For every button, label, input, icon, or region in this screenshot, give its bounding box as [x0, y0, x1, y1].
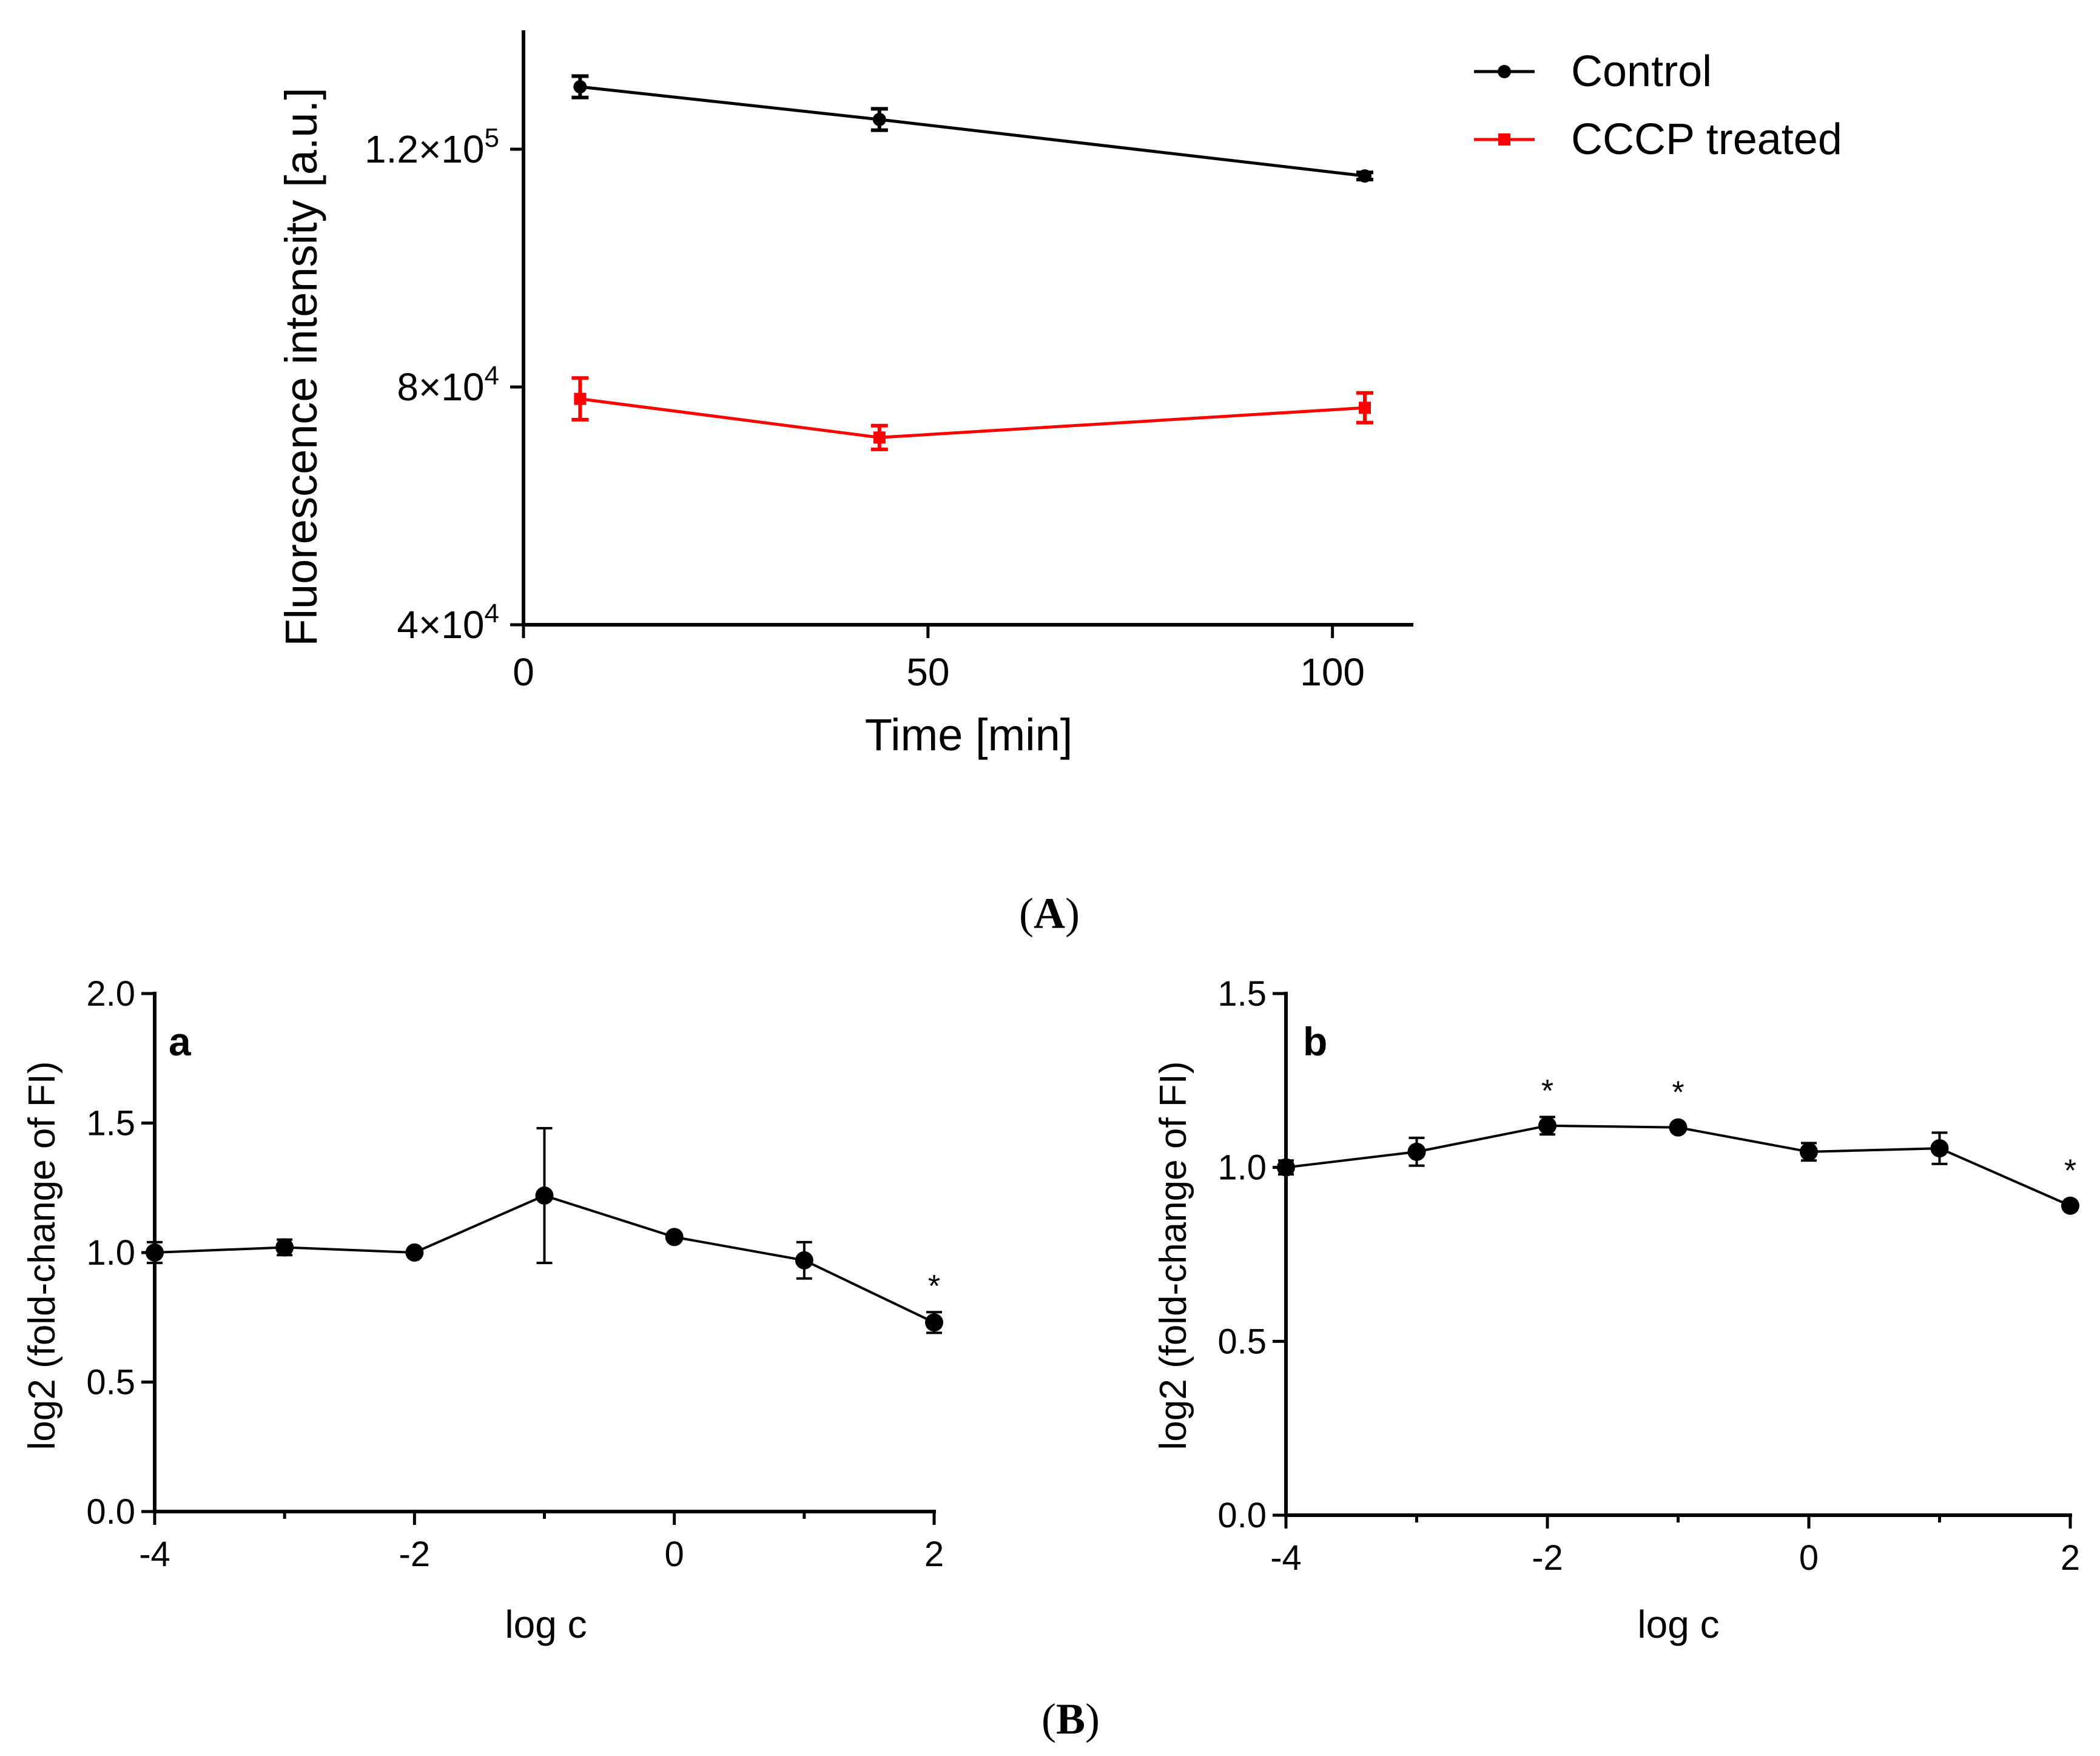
- data-point-5: [1930, 1139, 1949, 1158]
- x-tick-label-0: -4: [139, 1535, 170, 1574]
- y-tick-label-2: 1.0: [1217, 1148, 1267, 1188]
- panel-b-caption-letter: B: [1056, 1695, 1085, 1743]
- data-point-0-1: [872, 113, 886, 126]
- x-tick-label-2: 0: [1799, 1538, 1819, 1578]
- panel-b-a-ticks: -4 -2 0 2 0.0 0.5 1.0 1.5 2.0: [86, 974, 944, 1574]
- panel-b-b-chart: -4 -2 0 2 0.0 0.5 1.0 1.5 * * * b log c log2 (fol…: [1153, 974, 2080, 1646]
- significance-marker-2: *: [1541, 1074, 1553, 1109]
- y-tick-label-4: 2.0: [86, 974, 135, 1014]
- significance-marker-6: *: [2064, 1154, 2076, 1189]
- x-tick-label-1: 50: [906, 650, 949, 694]
- data-point-6: [925, 1313, 943, 1332]
- panel-b-a-x-axis-label: log c: [505, 1603, 587, 1646]
- panel-b-a-series: *: [146, 1127, 943, 1334]
- data-point-0: [146, 1243, 164, 1262]
- data-point-5: [795, 1251, 813, 1270]
- panel-b-a-letter: a: [169, 1019, 192, 1064]
- data-point-3: [1669, 1118, 1688, 1137]
- panel-b-caption-close: ): [1085, 1695, 1100, 1743]
- legend-control-label: Control: [1571, 47, 1712, 96]
- panel-b-b-series: * * *: [1277, 1074, 2079, 1215]
- panel-b-caption-open: (: [1042, 1695, 1056, 1743]
- y-tick-label-0: 4×104: [397, 599, 499, 647]
- legend-control-marker: [1498, 65, 1511, 78]
- y-tick-label-2: 1.0: [86, 1233, 135, 1273]
- x-tick-label-2: 100: [1300, 650, 1365, 694]
- data-point-2: [1538, 1116, 1556, 1135]
- panel-b-b-y-axis-label: log2 (fold-change of FI): [1153, 1061, 1194, 1450]
- x-tick-label-1: -2: [399, 1535, 431, 1574]
- y-tick-mantissa-0: 4×10: [397, 603, 484, 647]
- data-point-4: [1800, 1142, 1818, 1161]
- panel-b-b-letter: b: [1303, 1019, 1327, 1064]
- significance-marker-6: *: [928, 1269, 940, 1304]
- y-tick-label-1: 8×104: [397, 361, 499, 409]
- panel-b-a-chart: -4 -2 0 2 0.0 0.5 1.0 1.5 2.0 * a log c log2 (fo…: [21, 974, 944, 1646]
- panel-b-caption: (B): [1042, 1695, 1100, 1743]
- y-tick-label-1: 0.5: [1217, 1322, 1267, 1361]
- data-point-0: [1277, 1158, 1295, 1177]
- y-tick-exponent-2: 5: [485, 123, 499, 153]
- data-point-0-2: [1358, 169, 1371, 183]
- data-point-0-0: [573, 80, 587, 94]
- y-tick-mantissa-2: 1.2×10: [365, 127, 485, 171]
- y-tick-label-1: 0.5: [86, 1363, 135, 1402]
- panel-a-legend: Control CCCP treated: [1474, 47, 1842, 164]
- data-point-1-1: [873, 431, 886, 444]
- y-tick-exponent-1: 4: [485, 361, 499, 391]
- data-point-2: [405, 1243, 424, 1262]
- panel-b-b-ticks: -4 -2 0 2 0.0 0.5 1.0 1.5: [1217, 974, 2080, 1578]
- panel-b-b-x-axis-label: log c: [1637, 1603, 1719, 1646]
- x-tick-label-2: 0: [665, 1535, 684, 1574]
- data-point-1-2: [1358, 402, 1371, 414]
- data-point-1: [1407, 1142, 1426, 1161]
- data-point-1: [275, 1238, 294, 1257]
- x-tick-label-3: 2: [2061, 1538, 2080, 1578]
- y-tick-mantissa-1: 8×10: [397, 365, 484, 409]
- data-point-3: [535, 1186, 554, 1205]
- x-tick-label-3: 2: [924, 1535, 944, 1574]
- series-line-0: [580, 85, 1365, 178]
- legend-cccp-label: CCCP treated: [1571, 115, 1842, 164]
- y-tick-label-3: 1.5: [1217, 974, 1267, 1014]
- data-point-4: [665, 1228, 684, 1246]
- data-point-6: [2061, 1196, 2079, 1215]
- data-point-1-0: [574, 392, 587, 405]
- y-tick-label-0: 0.0: [1217, 1496, 1267, 1535]
- panel-b-a-y-axis-label: log2 (fold-change of FI): [21, 1061, 63, 1450]
- panel-a-y-axis-label: Fluorescence intensity [a.u.]: [276, 87, 326, 646]
- panel-a-caption-letter: A: [1034, 889, 1065, 938]
- series-line-1: [580, 397, 1365, 439]
- panel-a-caption-close: ): [1065, 889, 1080, 938]
- panel-a-x-axis-label: Time [min]: [865, 710, 1073, 760]
- legend-cccp-marker: [1498, 133, 1510, 146]
- y-tick-label-2: 1.2×105: [365, 123, 499, 171]
- panel-a-caption-open: (: [1019, 889, 1034, 938]
- panel-a-series: [571, 74, 1373, 451]
- x-tick-label-0: -4: [1270, 1538, 1302, 1578]
- x-tick-label-1: -2: [1532, 1538, 1563, 1578]
- y-tick-label-3: 1.5: [86, 1104, 135, 1143]
- x-tick-label-0: 0: [513, 650, 534, 694]
- y-tick-label-0: 0.0: [86, 1492, 135, 1532]
- series-line-0: [1285, 1124, 2071, 1207]
- significance-marker-3: *: [1672, 1075, 1684, 1111]
- y-tick-exponent-0: 4: [485, 599, 499, 628]
- panel-a-caption: (A): [1019, 889, 1080, 938]
